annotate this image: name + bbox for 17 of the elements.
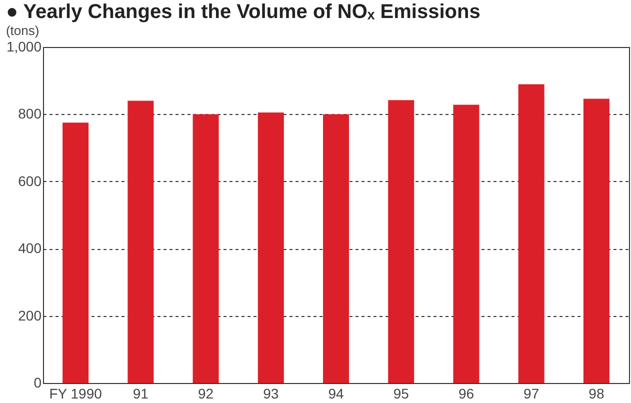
x-tick-label: FY 1990 <box>49 386 102 402</box>
y-tick-label: 400 <box>18 240 42 256</box>
y-axis-title: (tons) <box>6 23 40 38</box>
x-tick-label: 91 <box>132 386 149 402</box>
y-tick-label: 200 <box>18 307 42 324</box>
x-tick-label: 92 <box>198 386 214 402</box>
y-tick-label: 800 <box>18 106 42 122</box>
x-tick-label: 97 <box>524 386 540 402</box>
y-tick-label: 1,000 <box>6 38 42 54</box>
y-tick-label: 0 <box>34 374 42 390</box>
x-tick-label: 93 <box>263 386 279 402</box>
x-tick-label: 96 <box>458 386 474 402</box>
chart-title: ● Yearly Changes in the Volume of NOₓ Emissions <box>6 1 480 23</box>
x-tick-label: 95 <box>393 386 410 402</box>
x-tick-label: 94 <box>328 386 344 402</box>
y-tick-label: 600 <box>18 172 42 189</box>
x-tick-label: 98 <box>588 386 604 402</box>
